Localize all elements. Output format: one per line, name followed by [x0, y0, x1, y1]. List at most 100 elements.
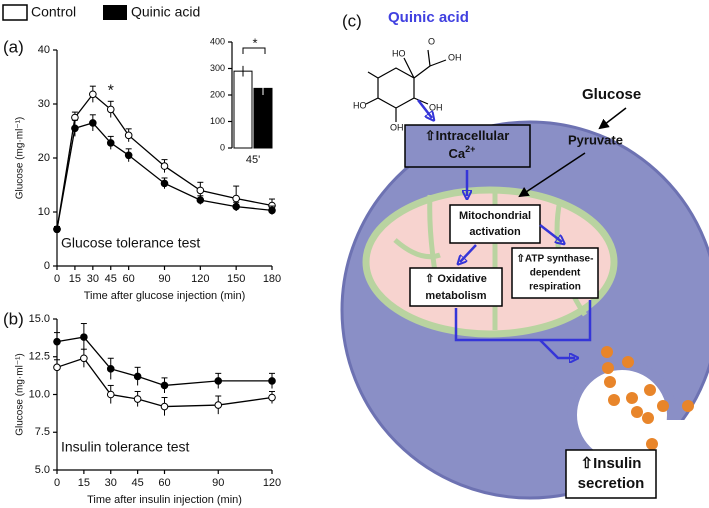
panel-label: (a)	[3, 37, 24, 56]
legend-label: Quinic acid	[131, 4, 200, 20]
box	[404, 124, 531, 168]
x-tick-label: 45'	[246, 154, 260, 166]
x-tick-label: 30	[87, 273, 99, 285]
arrow	[598, 107, 627, 130]
point	[232, 202, 240, 211]
y-axis-label: Glucose (mg·ml⁻¹)	[15, 117, 26, 200]
compound-label: Quinic acid	[388, 9, 469, 26]
point	[196, 196, 205, 204]
y-axis-label: Glucose (mg·ml⁻¹)	[15, 353, 26, 436]
annotation: *	[108, 83, 114, 100]
box	[565, 449, 657, 499]
y-tick-label: 0	[44, 260, 50, 272]
cristae	[393, 190, 588, 330]
y-tick-label: 300	[210, 63, 225, 73]
box-text: metabolism	[425, 290, 486, 302]
x-tick-label: 120	[191, 273, 209, 285]
y-tick-label: 20	[38, 152, 50, 164]
bar	[233, 70, 253, 149]
pyruvate-label: Pyruvate	[568, 132, 623, 147]
x-tick-label: 0	[54, 273, 60, 285]
y-tick-label: 0	[220, 142, 225, 152]
x-tick-label: 0	[54, 477, 60, 489]
point	[71, 124, 79, 133]
x-axis-label: Time after insulin injection (min)	[87, 494, 242, 506]
point	[89, 119, 97, 127]
point	[268, 377, 276, 385]
point	[160, 179, 169, 188]
y-tick-label: 15.0	[29, 313, 50, 325]
glucose-label: Glucose	[582, 86, 641, 103]
x-tick-label: 30	[105, 477, 117, 489]
point	[268, 206, 276, 215]
atom-label: O	[428, 36, 435, 46]
x-tick-label: 45	[105, 273, 117, 285]
box	[511, 247, 599, 299]
box	[449, 204, 541, 244]
point	[160, 162, 169, 170]
panel-label: (b)	[3, 309, 24, 328]
atom-label: HO	[392, 48, 406, 58]
y-tick-label: 40	[38, 44, 50, 56]
point	[133, 372, 142, 381]
x-tick-label: 90	[212, 477, 224, 489]
y-tick-label: 100	[210, 116, 225, 126]
point	[133, 395, 142, 403]
legend-swatch	[103, 5, 127, 20]
y-tick-label: 5.0	[35, 464, 50, 476]
box-text: ⇧Intracellular	[425, 128, 510, 143]
point	[53, 363, 61, 372]
box-text: Mitochondrial	[459, 210, 531, 222]
point	[53, 337, 61, 346]
significance-bracket	[242, 47, 266, 54]
y-tick-label: 400	[210, 36, 225, 46]
point	[106, 365, 115, 373]
chart-title: Insulin tolerance test	[61, 439, 190, 455]
point	[160, 402, 169, 411]
point	[124, 131, 133, 140]
y-tick-label: 10	[38, 206, 50, 218]
point	[106, 139, 115, 147]
x-tick-label: 15	[78, 477, 90, 489]
point	[124, 151, 133, 160]
legend-label: Control	[31, 4, 76, 20]
box-text: dependent	[530, 268, 581, 279]
chart-title: Glucose tolerance test	[61, 235, 200, 251]
atom-label: OH	[390, 122, 404, 132]
x-tick-label: 15	[69, 273, 81, 285]
x-axis-label: Time after glucose injection (min)	[84, 290, 246, 302]
x-tick-label: 60	[158, 477, 170, 489]
box-text: ⇧ Oxidative	[425, 273, 487, 285]
point	[106, 105, 115, 114]
point	[232, 194, 240, 203]
point	[160, 381, 169, 390]
arrow	[518, 152, 586, 198]
legend-swatch	[2, 4, 28, 21]
y-tick-label: 30	[38, 98, 50, 110]
box-text: ⇧ATP synthase-	[517, 254, 594, 265]
x-tick-label: 90	[158, 273, 170, 285]
y-tick-label: 10.0	[29, 388, 50, 400]
x-tick-label: 60	[123, 273, 135, 285]
box	[409, 267, 503, 307]
box-text: respiration	[529, 282, 581, 293]
box-text: Ca2+	[449, 144, 476, 161]
point	[80, 333, 88, 341]
y-tick-label: 200	[210, 89, 225, 99]
pathway-arrows	[417, 99, 592, 358]
atom-label: OH	[429, 102, 443, 112]
atom-label: OH	[448, 52, 462, 62]
point	[89, 90, 97, 99]
annotation: *	[252, 35, 257, 50]
point	[268, 393, 276, 402]
insulin-granules	[601, 346, 694, 450]
panel-label: (c)	[342, 11, 362, 30]
x-tick-label: 120	[263, 477, 281, 489]
y-tick-label: 12.5	[29, 351, 50, 363]
bar	[253, 87, 273, 149]
point	[80, 354, 88, 363]
point	[106, 390, 115, 399]
point	[53, 225, 61, 234]
molecule	[365, 49, 447, 122]
